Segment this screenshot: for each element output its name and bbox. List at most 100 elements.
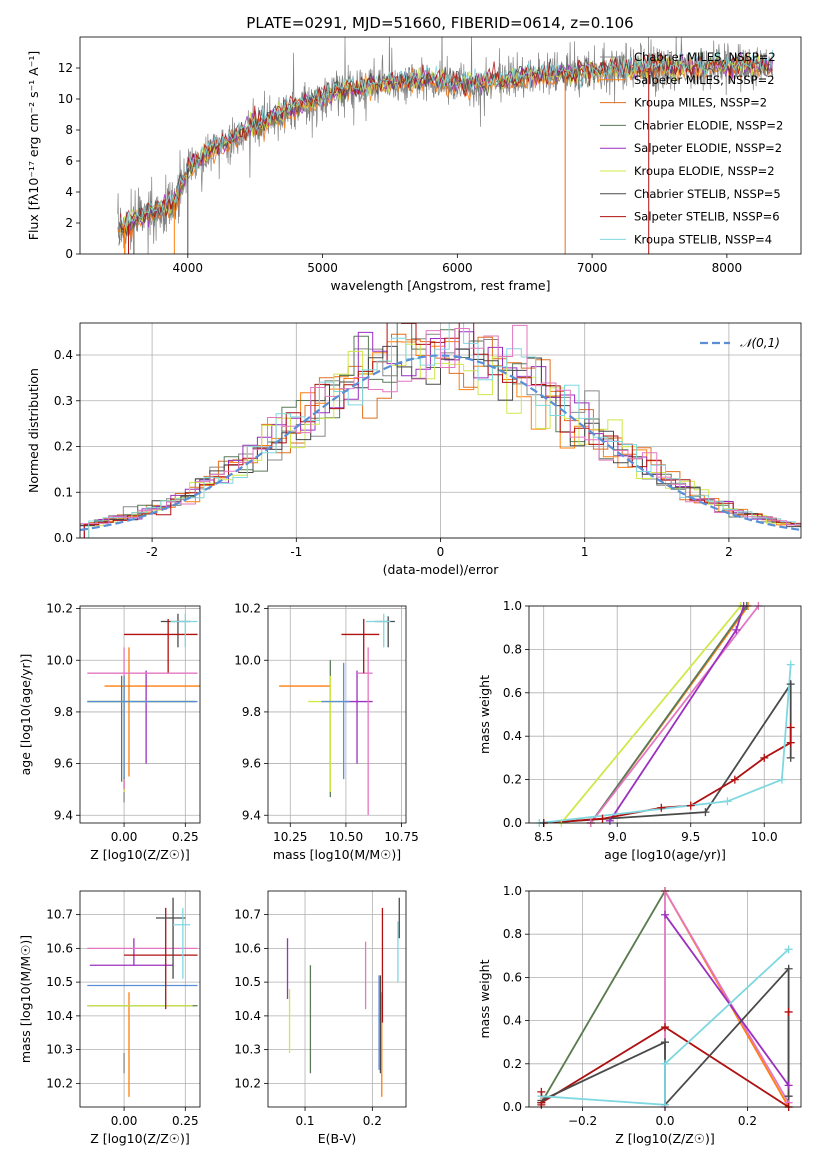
x-tick-label: 2 (725, 545, 733, 559)
y-tick-label: 0.8 (503, 927, 522, 941)
x-tick-label: 0.2 (363, 1114, 382, 1128)
histogram-step (83, 341, 801, 538)
data-point-marker (605, 816, 614, 825)
y-tick-label: 10.2 (234, 602, 261, 616)
x-tick-label: 10.50 (329, 830, 363, 844)
legend-label: Chabrier STELIB, NSSP=5 (634, 187, 781, 201)
x-tick-label: 10.0 (751, 830, 778, 844)
x-axis-label: Z [log10(Z/Z☉)] (90, 1131, 190, 1146)
data-point-marker (786, 723, 795, 732)
data-point-marker (786, 753, 795, 762)
legend-label: Salpeter MILES, NSSP=2 (634, 73, 775, 87)
mass-weight-line (590, 606, 760, 823)
y-tick-label: 9.6 (242, 757, 261, 771)
y-tick-label: 0.1 (54, 485, 73, 499)
panel-weight_vs_Z: −0.2 0.0 0.2 0.0 0.2 0.4 0.6 0.8 1.0 Z [log10(Z/Z… (477, 884, 802, 1146)
panel-age_vs_mass: 10.25 10.50 10.75 9.4 9.6 9.8 10.0 10.2 mass [lo… (234, 602, 418, 862)
data-point-marker (661, 1038, 669, 1047)
y-tick-label: 10.5 (46, 975, 73, 989)
data-point-marker (786, 738, 795, 747)
legend: Chabrier MILES, NSSP=2 Salpeter MILES, NS… (600, 50, 783, 246)
panel-residuals: 𝒩(0,1) -2 -1 0 1 2 0.0 0.1 0.2 0.3 0.4 (data-model)… (26, 322, 802, 577)
panel-weight_vs_age: 8.5 9.0 9.5 10.0 0.0 0.2 0.4 0.6 0.8 1.0 age [log1… (477, 599, 802, 862)
y-tick-label: 0.2 (54, 440, 73, 454)
y-tick-label: 4 (65, 185, 73, 199)
mass-weight-line (543, 681, 792, 823)
axes-frame (267, 605, 407, 824)
plot-area (286, 897, 400, 1097)
y-tick-label: 10.3 (46, 1043, 73, 1057)
histogram-step (83, 331, 801, 538)
panel-spectrum: Chabrier MILES, NSSP=2 Salpeter MILES, NS… (26, 36, 802, 293)
legend-label: Chabrier ELODIE, NSSP=2 (634, 118, 783, 132)
mass-weight-line (590, 606, 748, 823)
data-point-marker (784, 1081, 793, 1090)
y-tick-label: 10.6 (234, 941, 261, 955)
plot-area (540, 891, 790, 1107)
y-axis-label: mass weight (477, 959, 492, 1038)
y-tick-label: 10.6 (46, 941, 73, 955)
plot-area (80, 323, 801, 538)
legend-label: Kroupa STELIB, NSSP=4 (634, 232, 772, 246)
y-tick-label: 1.0 (503, 884, 522, 898)
y-axis-label: Flux [fλ10⁻¹⁷ erg cm⁻² s⁻¹ A⁻¹] (26, 51, 41, 240)
data-point-marker (784, 1007, 793, 1016)
y-tick-label: 0.0 (503, 816, 522, 830)
model-spectrum-line (120, 52, 773, 230)
y-tick-label: 10.3 (234, 1043, 261, 1057)
x-tick-label: -2 (146, 545, 158, 559)
mass-weight-line (664, 914, 790, 1086)
legend-label: Kroupa MILES, NSSP=2 (634, 96, 767, 110)
x-tick-label: 5000 (307, 261, 338, 275)
y-tick-label: 10 (58, 92, 73, 106)
y-tick-label: 10.7 (46, 908, 73, 922)
x-tick-label: −0.2 (568, 1114, 597, 1128)
model-spectrum-line (120, 49, 774, 228)
data-point-marker (701, 808, 710, 817)
plot-area (117, 37, 774, 254)
x-tick-label: 9.5 (681, 830, 700, 844)
y-tick-label: 0.4 (54, 348, 73, 362)
data-point-marker (657, 803, 666, 812)
mass-weight-line (541, 948, 790, 1106)
y-tick-label: 0.4 (503, 729, 522, 743)
mass-weight-line (560, 606, 742, 823)
x-axis-label: mass [log10(M/M☉)] (273, 847, 401, 862)
x-axis-label: wavelength [Angstrom, rest frame] (330, 278, 550, 293)
plot-area (279, 613, 395, 816)
data-point-marker (784, 945, 793, 954)
data-point-marker (777, 775, 786, 784)
y-tick-label: 1.0 (503, 599, 522, 613)
mass-weight-line (543, 727, 792, 823)
x-axis-label: (data-model)/error (383, 562, 500, 577)
y-tick-label: 0.3 (54, 394, 73, 408)
y-tick-label: 0.8 (503, 642, 522, 656)
y-axis-label: age [log10(age/yr)] (18, 654, 33, 776)
y-tick-label: 10.2 (46, 1076, 73, 1090)
histogram-step (80, 324, 801, 538)
y-tick-label: 10.5 (234, 975, 261, 989)
mass-weight-line (540, 891, 666, 1104)
y-tick-label: 10.4 (46, 1009, 73, 1023)
x-tick-label: 0.25 (172, 830, 199, 844)
y-tick-label: 0.2 (503, 773, 522, 787)
y-tick-label: 8 (65, 123, 73, 137)
x-tick-label: -1 (290, 545, 302, 559)
x-axis-label: E(B-V) (318, 1131, 357, 1146)
y-tick-label: 9.8 (54, 705, 73, 719)
legend-label: Salpeter STELIB, NSSP=6 (634, 210, 780, 224)
axes-frame (267, 890, 407, 1108)
data-point-marker (661, 1023, 669, 1032)
x-tick-label: 4000 (173, 261, 204, 275)
x-tick-label: 10.25 (273, 830, 307, 844)
x-axis-label: Z [log10(Z/Z☉)] (615, 1131, 715, 1146)
y-axis-label: mass [log10(M/M☉)] (18, 935, 33, 1063)
y-tick-label: 12 (58, 61, 73, 75)
panel-mass_vs_Z: 0.00 0.25 10.2 10.3 10.4 10.5 10.6 10.7 Z [log10… (18, 890, 201, 1146)
x-tick-label: 1 (581, 545, 589, 559)
axes-frame (528, 605, 802, 824)
y-axis-label: mass weight (477, 675, 492, 754)
x-axis-label: age [log10(age/yr)] (604, 847, 726, 862)
data-point-marker (661, 910, 669, 919)
